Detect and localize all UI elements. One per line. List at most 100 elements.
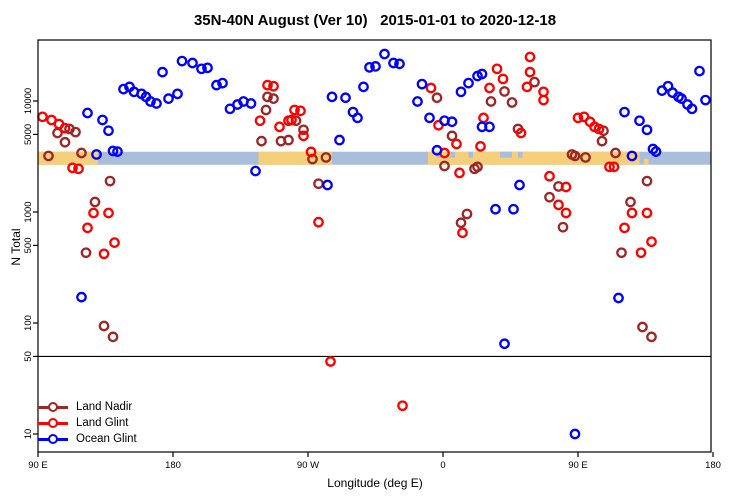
data-point [626,207,638,219]
data-point [499,86,510,97]
data-point [98,248,110,260]
data-point [454,167,465,179]
data-point [286,114,297,126]
band-ocean-speckle [518,151,523,158]
data-point [107,331,119,343]
data-point [497,73,509,85]
data-point [572,112,584,124]
data-point [89,196,101,208]
data-point [461,208,473,220]
data-point [268,93,279,104]
data-point [322,179,333,191]
land-glint-marker-icon [38,418,68,428]
data-point [524,51,536,63]
x-tick-label: 180 [165,460,181,471]
data-point [325,356,336,367]
data-point [508,203,519,215]
data-point [388,57,399,69]
land-nadir-marker-icon [38,402,68,412]
band-land-segment [38,151,98,165]
data-point [352,112,363,124]
data-point [646,236,657,248]
data-point [676,93,687,104]
data-point [634,115,645,127]
data-point [176,55,188,67]
data-point [283,134,294,146]
data-point [172,88,183,100]
x-tick-label: 0 [440,460,445,471]
data-point [686,103,698,115]
data-point [262,91,273,103]
data-point [604,161,615,173]
data-point [80,247,92,259]
data-point [455,217,467,229]
data-point [484,82,495,94]
data-point [97,114,108,126]
data-point [557,221,569,233]
data-point [76,147,87,159]
data-point [412,96,423,107]
data-point [334,134,345,146]
data-point [202,62,213,74]
data-point [613,292,624,304]
legend-label-land-glint: Land Glint [76,417,129,429]
data-point [76,291,87,303]
data-point [650,146,662,157]
x-tick-label: 90 W [297,460,319,471]
data-point [641,124,653,136]
data-point [91,149,102,160]
data-point [305,146,317,158]
data-point [619,106,630,118]
data-point [475,141,486,152]
data-point [431,92,443,104]
data-point [455,86,467,98]
data-point [37,111,48,123]
data-point [476,68,488,80]
data-point [98,320,110,332]
data-point [544,191,555,203]
data-point [298,124,309,136]
band-ocean-speckle [450,151,455,158]
data-point [254,115,266,127]
data-point [250,165,261,177]
data-point [187,57,198,69]
data-point [118,83,129,95]
data-point [463,77,474,89]
data-point [82,222,93,234]
plot-border [37,39,712,453]
data-point [637,321,648,333]
data-point [569,150,581,162]
data-point [73,163,84,175]
data-point [145,96,156,107]
ocean-glint-marker-icon [38,434,68,444]
data-point [67,162,78,174]
data-point [616,247,627,259]
data-point [109,237,120,248]
y-tick-label: 10 [23,429,34,440]
data-point [157,66,168,78]
data-point [394,58,405,70]
chart-title: 35N-40N August (Ver 10) 2015-01-01 to 20… [193,12,557,29]
data-point [379,48,390,60]
x-tick-label: 180 [705,460,721,471]
data-point [424,112,435,124]
data-point [499,338,510,350]
data-point [700,94,711,106]
x-axis-label: Longitude (deg E) [327,476,423,490]
band-ocean-speckle [468,151,473,158]
data-point [416,78,428,90]
data-point [610,147,621,159]
y-tick-label: 10000 [23,88,34,114]
data-point [211,79,222,91]
data-point [439,160,450,172]
data-point [446,116,458,128]
y-tick-label: 500 [23,237,34,253]
data-point [340,92,351,104]
data-point [112,146,123,157]
data-point [457,227,468,239]
data-point [515,127,527,139]
y-tick-label: 100 [23,315,34,331]
data-point [619,222,630,234]
data-point [163,93,174,104]
